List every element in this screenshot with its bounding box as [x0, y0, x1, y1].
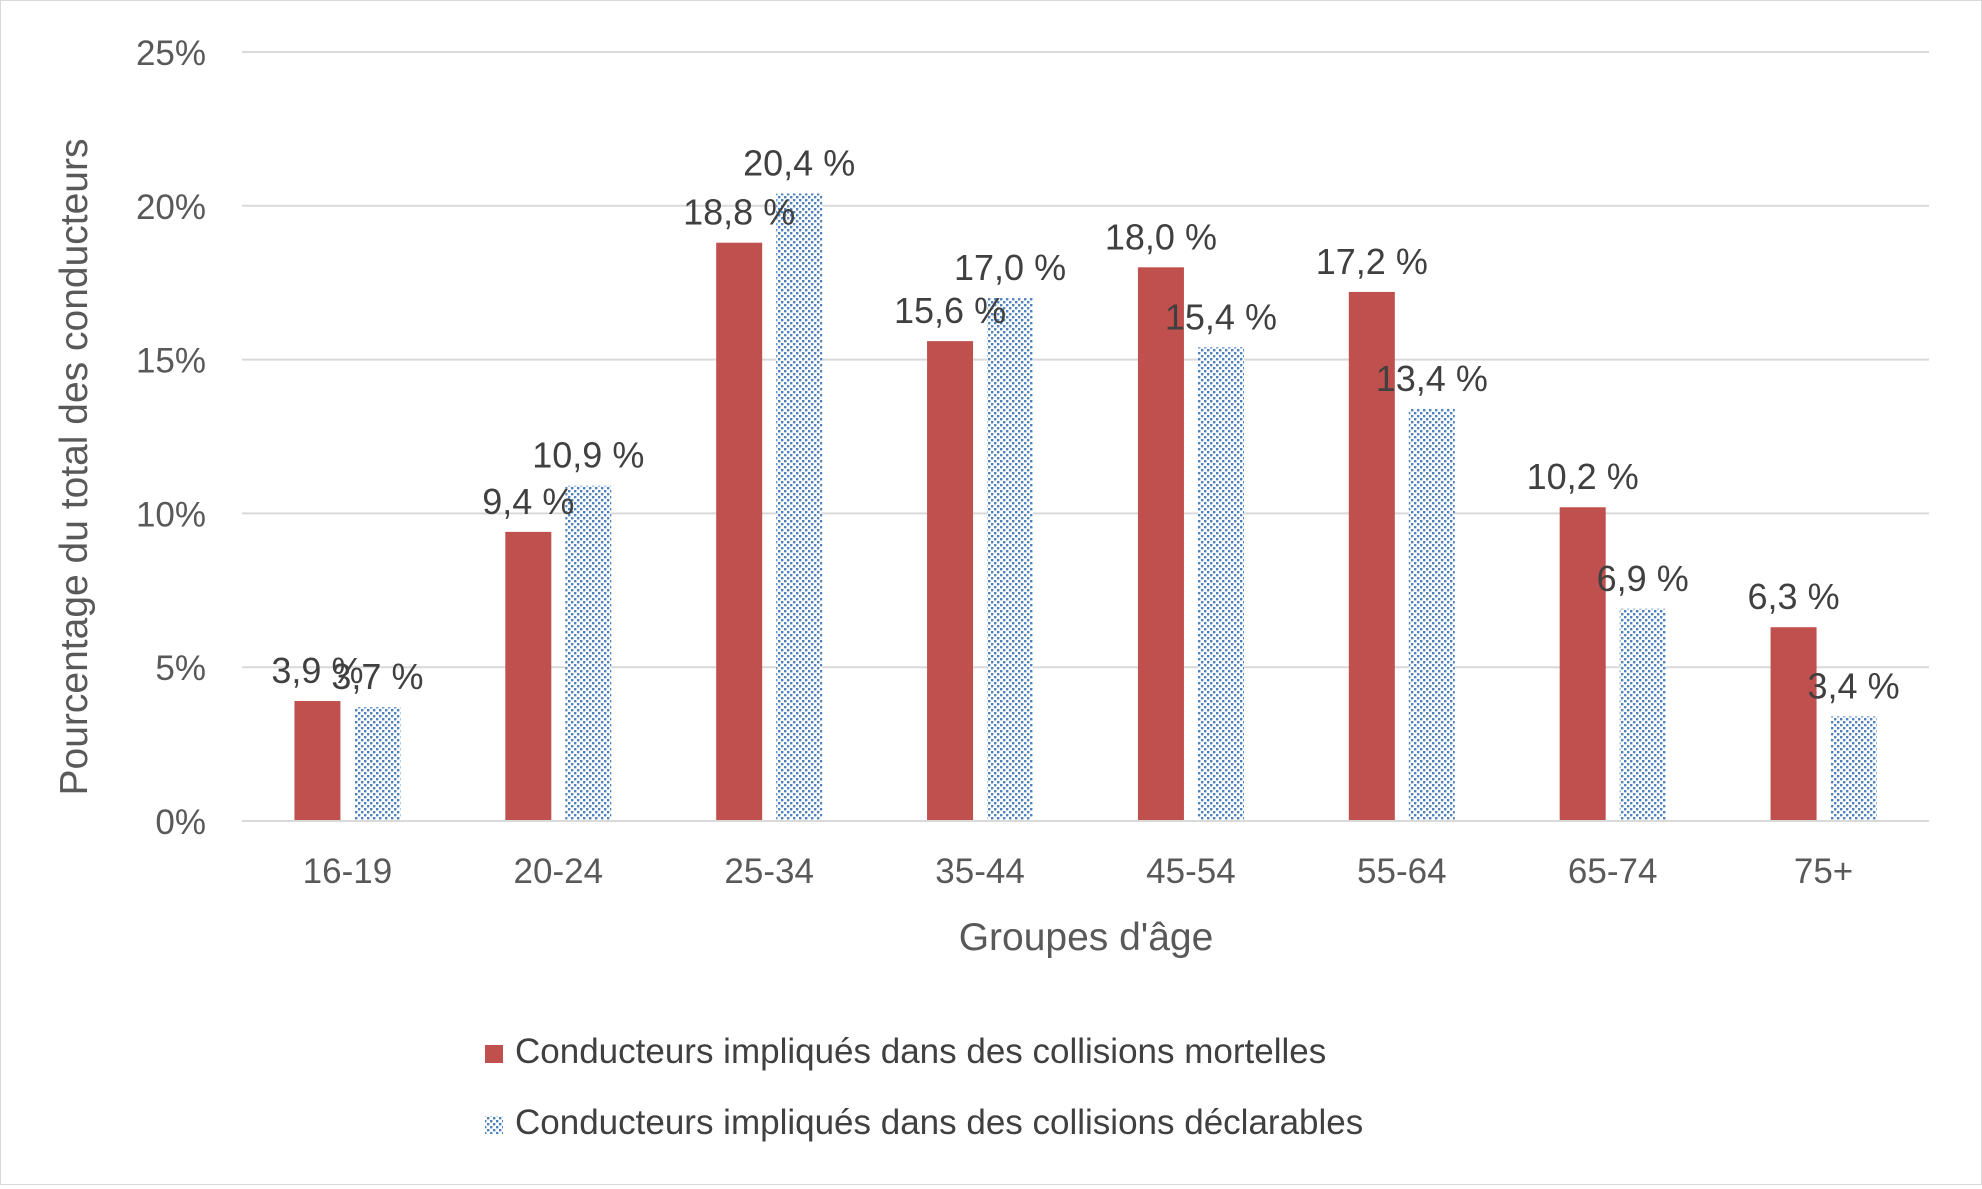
data-label-fatal: 18,0 % [1105, 216, 1217, 257]
data-label-reportable: 6,9 % [1597, 558, 1689, 599]
data-label-fatal: 10,2 % [1527, 456, 1639, 497]
x-tick-label: 55-64 [1357, 852, 1447, 891]
data-label-fatal: 9,4 % [482, 481, 574, 522]
data-labels: 3,9 % 9,4 % 18,8 % 15,6 % 18,0 % 17,2 % 10,2 %… [271, 142, 1899, 706]
data-label-fatal: 15,6 % [894, 290, 1006, 331]
bar-reportable [1197, 347, 1244, 821]
x-tick-label: 20-24 [514, 852, 604, 891]
y-axis-ticks: 0% 5% 10% 15% 20% 25% [136, 34, 206, 842]
legend-swatch-reportable [485, 1116, 503, 1134]
y-tick-label: 25% [136, 34, 206, 73]
x-tick-label: 65-74 [1568, 852, 1658, 891]
y-axis-title: Pourcentage du total des conducteurs [53, 139, 96, 796]
legend: Conducteurs impliqués dans des collision… [485, 1032, 1363, 1142]
x-tick-label: 16-19 [303, 852, 393, 891]
legend-swatch-fatal [485, 1045, 503, 1063]
y-tick-label: 20% [136, 188, 206, 227]
data-label-reportable: 10,9 % [532, 435, 644, 476]
bar-fatal [716, 242, 763, 821]
legend-item-reportable: Conducteurs impliqués dans des collision… [485, 1103, 1363, 1142]
y-tick-label: 10% [136, 495, 206, 534]
y-tick-label: 15% [136, 342, 206, 381]
bars [294, 193, 1877, 822]
bar-fatal [1348, 291, 1395, 822]
y-tick-label: 5% [155, 649, 206, 688]
data-label-fatal: 17,2 % [1316, 241, 1428, 282]
data-label-fatal: 3,9 % [271, 650, 363, 691]
x-tick-label: 45-54 [1146, 852, 1236, 891]
bar-fatal [1137, 267, 1184, 821]
legend-label-reportable: Conducteurs impliqués dans des collision… [515, 1103, 1363, 1142]
x-tick-label: 75+ [1794, 852, 1853, 891]
bar-fatal [927, 341, 974, 821]
data-label-reportable: 3,7 % [331, 656, 423, 697]
bar-reportable [354, 707, 401, 821]
data-label-reportable: 17,0 % [954, 247, 1066, 288]
bar-reportable [1619, 608, 1666, 821]
x-tick-label: 25-34 [724, 852, 814, 891]
bar-reportable [565, 485, 612, 821]
bar-reportable [776, 193, 823, 822]
x-axis-ticks: 16-19 20-24 25-34 35-44 45-54 55-64 65-74 75+ [303, 852, 1854, 891]
bar-fatal [1559, 507, 1606, 821]
data-label-reportable: 15,4 % [1165, 296, 1277, 337]
data-label-reportable: 20,4 % [743, 142, 855, 183]
x-tick-label: 35-44 [935, 852, 1025, 891]
data-label-fatal: 18,8 % [683, 192, 795, 233]
legend-label-fatal: Conducteurs impliqués dans des collision… [515, 1032, 1326, 1071]
data-label-fatal: 6,3 % [1748, 576, 1840, 617]
y-tick-label: 0% [155, 803, 206, 842]
bar-fatal [294, 701, 341, 821]
legend-item-fatal: Conducteurs impliqués dans des collision… [485, 1032, 1326, 1071]
bar-reportable [987, 298, 1034, 822]
bar-fatal [505, 531, 552, 821]
bar-reportable [1408, 408, 1455, 821]
bar-reportable [1830, 716, 1877, 821]
bar-fatal [1770, 627, 1817, 821]
data-label-reportable: 3,4 % [1808, 665, 1900, 706]
x-axis-title: Groupes d'âge [959, 916, 1214, 959]
data-label-reportable: 13,4 % [1376, 358, 1488, 399]
